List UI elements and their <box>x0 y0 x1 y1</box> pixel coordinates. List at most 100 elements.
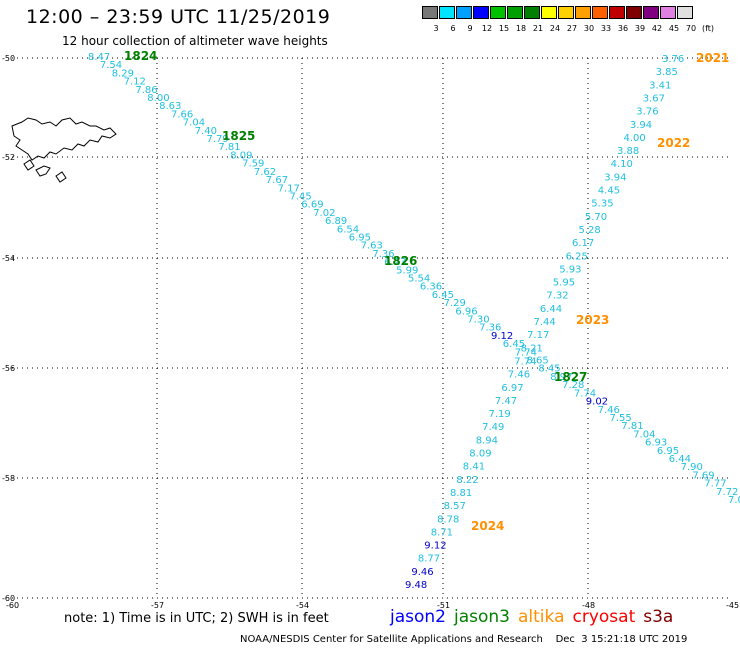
jason3-reading: 6.45 <box>503 339 525 350</box>
jason3-reading: 7.74 <box>515 347 537 358</box>
jason3-reading: 7.40 <box>195 126 217 137</box>
track-labels: 1824 1825 1826 1827 2021 2022 2023 2024 <box>124 49 729 533</box>
jason3-reading: 7.36 <box>372 249 394 260</box>
jason3-reading: 9.12 <box>491 331 513 342</box>
colorbar-swatch <box>575 6 591 19</box>
jason3-reading: 8.09 <box>230 150 252 161</box>
longitude-label: -54 <box>296 601 309 610</box>
map-grid <box>12 57 732 599</box>
jason3-reading: 7.55 <box>610 413 632 424</box>
jason3-reading: 6.69 <box>301 200 323 211</box>
colorbar-label: 42 <box>651 24 663 33</box>
altika-reading: 8.09 <box>469 449 491 460</box>
colorbar-label: 3 <box>433 24 439 33</box>
jason3-reading: 7.04 <box>633 429 655 440</box>
altika-reading: 3.85 <box>656 67 678 78</box>
island-outline <box>55 171 67 183</box>
jason3-reading: 7.81 <box>218 142 240 153</box>
jason3-reading: 8.97 <box>550 372 572 383</box>
jason3-reading: 7.90 <box>681 462 703 473</box>
colorbar-swatch <box>660 6 676 19</box>
altika-reading: 8.22 <box>456 475 478 486</box>
colorbar-label: 30 <box>583 24 595 33</box>
altika-reading: 8.81 <box>450 488 472 499</box>
jason3-reading: 7.62 <box>254 167 276 178</box>
jason3-reading: 7.30 <box>467 315 489 326</box>
altika-reading: 3.67 <box>643 93 665 104</box>
jason3-reading: 8.45 <box>538 364 560 375</box>
altika-reading: 7.46 <box>508 370 530 381</box>
jason3-reading: 8.63 <box>159 101 181 112</box>
altika-reading: 8.77 <box>418 554 440 565</box>
jason3-reading: 7.72 <box>716 487 738 498</box>
altika-reading: 5.35 <box>591 199 613 210</box>
colorbar-swatch <box>422 6 438 19</box>
footer-note: note: 1) Time is in UTC; 2) SWH is in fe… <box>64 611 329 626</box>
latitude-label: -52 <box>2 153 15 162</box>
track-label-2024: 2024 <box>471 519 504 533</box>
altika-reading: 3.88 <box>617 146 639 157</box>
altika-reading: 3.76 <box>636 107 658 118</box>
jason3-reading: 7.12 <box>124 77 146 88</box>
axis-labels: -50 -52 -54 -56 -58 -60-60 -57 -54 -51 -48 -45 <box>2 54 739 610</box>
jason3-reading: 7.0 <box>728 495 740 506</box>
track-label-2023: 2023 <box>576 313 609 327</box>
jason3-reading: 7.63 <box>361 241 383 252</box>
altika-reading: 7.47 <box>495 396 517 407</box>
altika-reading: 5.28 <box>579 225 601 236</box>
island-outline <box>11 117 117 161</box>
colorbar-swatch <box>677 6 693 19</box>
jason3-reading: 7.17 <box>278 183 300 194</box>
colorbar-swatch <box>524 6 540 19</box>
colorbar-swatch <box>592 6 608 19</box>
colorbar-swatch <box>558 6 574 19</box>
colorbar-label: 36 <box>617 24 629 33</box>
colorbar-label: 45 <box>668 24 680 33</box>
colorbar-label: 39 <box>634 24 646 33</box>
track-label-1825: 1825 <box>222 129 255 143</box>
latitude-label: -56 <box>2 364 15 373</box>
jason3-reading: 7.81 <box>621 421 643 432</box>
jason3-reading: 6.93 <box>645 438 667 449</box>
colorbar-label: 33 <box>600 24 612 33</box>
page-title: 12:00 – 23:59 UTC 11/25/2019 <box>26 6 331 28</box>
jason3-reading: 6.36 <box>420 282 442 293</box>
jason3-reading: 7.74 <box>574 388 596 399</box>
jason3-reading: 7.45 <box>290 192 312 203</box>
jason3-reading: 7.36 <box>479 323 501 334</box>
colorbar-swatch <box>541 6 557 19</box>
jason3-reading: 6.95 <box>349 233 371 244</box>
colorbar-label: 12 <box>481 24 493 33</box>
altika-reading: 8.94 <box>476 435 498 446</box>
colorbar-label: 6 <box>450 24 456 33</box>
colorbar-label: 21 <box>532 24 544 33</box>
altika-reading: 8.21 <box>521 343 543 354</box>
colorbar-label: 70 <box>685 24 697 33</box>
jason3-reading: 7.29 <box>444 298 466 309</box>
jason3-reading: 7.04 <box>183 118 205 129</box>
altika-reading: 8.57 <box>444 501 466 512</box>
jason3-reading: 7.46 <box>598 405 620 416</box>
colorbar-label: 24 <box>549 24 561 33</box>
altika-reading: 6.44 <box>540 304 562 315</box>
track-label-1826: 1826 <box>384 254 417 268</box>
altika-reading: 7.32 <box>546 291 568 302</box>
altika-reading: 7.49 <box>482 422 504 433</box>
legend-altika: altika <box>518 607 565 627</box>
latitude-label: -60 <box>2 594 15 603</box>
track-label-1824: 1824 <box>124 49 157 63</box>
track-label-2022: 2022 <box>657 136 690 150</box>
jason3-reading: 6.89 <box>325 216 347 227</box>
jason3-reading: 7.02 <box>313 208 335 219</box>
longitude-label: -60 <box>6 601 19 610</box>
colorbar-label: 27 <box>566 24 578 33</box>
jason3-reading: 8.00 <box>147 93 169 104</box>
jason3-reading: 6.23 <box>384 257 406 268</box>
jason3-reading: 5.99 <box>396 265 418 276</box>
altika-reading: 9.46 <box>411 567 433 578</box>
colorbar-swatch <box>439 6 455 19</box>
jason3-reading: 7.59 <box>242 159 264 170</box>
altika-reading: 6.97 <box>501 383 523 394</box>
jason3-reading: 8.65 <box>527 356 549 367</box>
altika-reading: 7.17 <box>527 330 549 341</box>
